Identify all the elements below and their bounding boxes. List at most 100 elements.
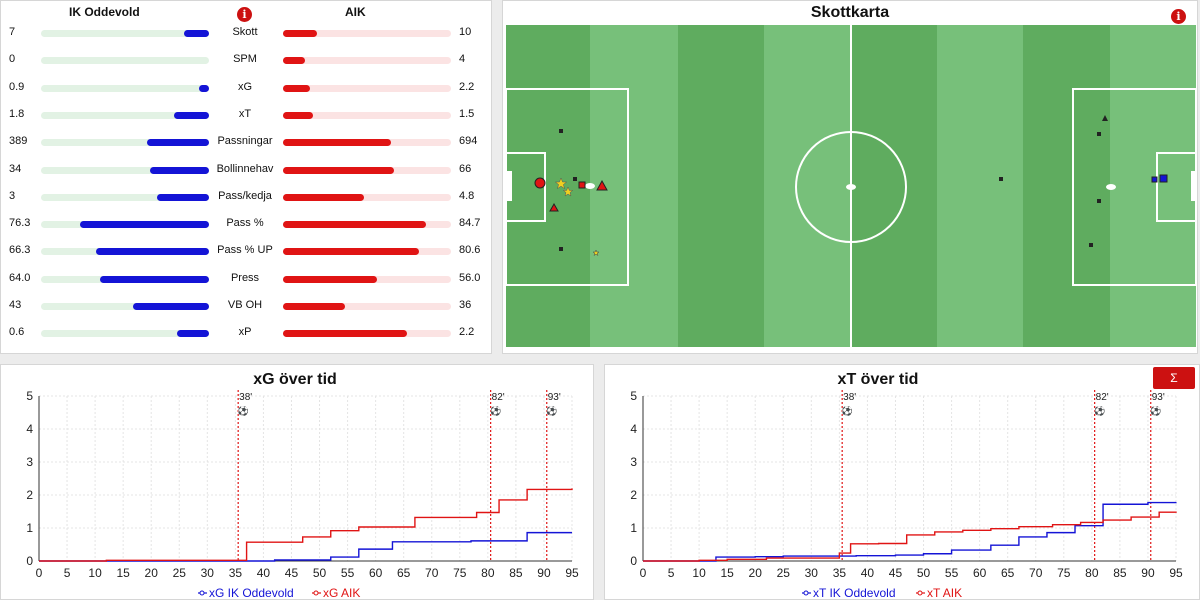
left-goal bbox=[506, 171, 512, 201]
grass-stripe bbox=[1023, 25, 1110, 347]
x-tick-label: 55 bbox=[341, 566, 355, 580]
y-tick-label: 1 bbox=[630, 521, 637, 535]
away-stat-track bbox=[283, 30, 451, 37]
shot-marker bbox=[559, 247, 563, 251]
x-tick-label: 35 bbox=[833, 566, 847, 580]
grid bbox=[642, 395, 1177, 562]
home-stat-bar bbox=[157, 193, 209, 201]
ball-icon: ⚽ bbox=[841, 405, 853, 417]
legend-label-away: xG AIK bbox=[323, 586, 360, 600]
goal-minute-label: 82' bbox=[1096, 392, 1109, 403]
home-stat-bar bbox=[150, 166, 209, 174]
away-stat-track bbox=[283, 221, 451, 229]
shot-map-panel: Skottkarta i bbox=[502, 0, 1198, 354]
away-stat-bar bbox=[283, 84, 310, 92]
x-tick-label: 70 bbox=[425, 566, 439, 580]
y-tick-label: 5 bbox=[630, 389, 637, 403]
shot-marker bbox=[999, 177, 1003, 181]
home-stat-value: 76.3 bbox=[9, 217, 31, 230]
stat-label: Pass % bbox=[226, 217, 264, 230]
star-marker bbox=[554, 177, 568, 190]
x-tick-label: 20 bbox=[145, 566, 159, 580]
center-circle bbox=[795, 131, 907, 243]
stat-label: xG bbox=[237, 80, 253, 93]
goal-minute-label: 93' bbox=[1152, 392, 1165, 403]
aik-shots bbox=[534, 129, 608, 257]
x-tick-label: 15 bbox=[720, 566, 734, 580]
grass-stripe bbox=[937, 25, 1023, 347]
home-stat-bar bbox=[80, 221, 209, 229]
pitch bbox=[505, 25, 1197, 347]
ball-icon: ⚽ bbox=[1149, 405, 1161, 417]
home-stat-bar bbox=[177, 330, 209, 338]
legend-label-away: xT AIK bbox=[927, 586, 962, 600]
x-tick-label: 80 bbox=[481, 566, 495, 580]
shot-marker bbox=[1151, 176, 1158, 183]
away-stat-bar bbox=[283, 166, 394, 174]
home-stat-track bbox=[41, 30, 209, 37]
info-icon[interactable]: i bbox=[1171, 9, 1186, 24]
series-line bbox=[39, 531, 572, 562]
away-stat-bar bbox=[283, 30, 317, 37]
right-goal bbox=[1191, 171, 1197, 201]
home-stat-track bbox=[41, 166, 209, 174]
sum-button[interactable]: Σ bbox=[1153, 367, 1195, 389]
series-line bbox=[643, 511, 1177, 562]
home-stat-bar bbox=[133, 303, 209, 310]
star-marker bbox=[562, 186, 574, 197]
x-tick-label: 55 bbox=[945, 566, 959, 580]
home-stat-value: 1.8 bbox=[9, 107, 25, 120]
home-stat-value: 34 bbox=[9, 162, 22, 175]
grass-stripe bbox=[850, 25, 937, 347]
x-tick-label: 30 bbox=[201, 566, 215, 580]
x-tick-label: 30 bbox=[805, 566, 819, 580]
away-stat-track bbox=[283, 84, 451, 92]
xg-chart-panel: xG över tid xG IK Oddevold xG AIK 0 5 10 15… bbox=[0, 364, 594, 600]
xt-chart: xT över tid xT IK Oddevold xT AIK 0 5 10 15… bbox=[630, 371, 1183, 600]
home-stat-value: 66.3 bbox=[9, 244, 31, 257]
x-tick-label: 45 bbox=[889, 566, 903, 580]
stat-label: SPM bbox=[233, 53, 257, 66]
away-stat-track bbox=[283, 166, 451, 174]
away-stat-bar bbox=[283, 330, 407, 338]
info-icon[interactable]: i bbox=[237, 7, 252, 22]
away-stat-track bbox=[283, 303, 451, 310]
away-stat-bar bbox=[283, 193, 364, 201]
x-tick-label: 50 bbox=[313, 566, 327, 580]
legend-marker-home bbox=[199, 590, 205, 596]
x-tick-label: 35 bbox=[229, 566, 243, 580]
x-tick-label: 60 bbox=[973, 566, 987, 580]
away-stat-bar bbox=[283, 248, 419, 256]
right-penalty-spot bbox=[1106, 184, 1116, 190]
stat-label: Passningar bbox=[217, 135, 273, 148]
ball-icon: ⚽ bbox=[1093, 405, 1105, 417]
stat-row: 0.6 xP 2.2 bbox=[1, 323, 491, 343]
away-stat-track bbox=[283, 330, 451, 338]
x-tick-label: 40 bbox=[861, 566, 875, 580]
x-tick-label: 0 bbox=[640, 566, 647, 580]
grass-stripe bbox=[506, 25, 590, 347]
ball-icon: ⚽ bbox=[237, 405, 249, 417]
stat-row: 1.8 xT 1.5 bbox=[1, 105, 491, 125]
grass-stripe bbox=[678, 25, 764, 347]
x-tick-label: 80 bbox=[1085, 566, 1099, 580]
xt-chart-panel: xT över tid xT IK Oddevold xT AIK 0 5 10 15… bbox=[604, 364, 1200, 600]
left-penalty-spot bbox=[585, 183, 595, 189]
home-stat-track bbox=[41, 193, 209, 201]
home-stat-value: 0.9 bbox=[9, 80, 25, 93]
stat-row: 0 SPM 4 bbox=[1, 50, 491, 70]
home-stat-bar bbox=[184, 30, 209, 37]
ball-icon: ⚽ bbox=[545, 405, 557, 417]
stat-label: xP bbox=[238, 326, 252, 339]
legend-marker-away bbox=[917, 590, 923, 596]
away-stat-value: 80.6 bbox=[459, 244, 481, 257]
y-tick-label: 4 bbox=[26, 422, 33, 436]
triangle-marker bbox=[596, 179, 608, 191]
series-line bbox=[643, 501, 1177, 562]
away-stat-track bbox=[283, 139, 451, 147]
x-tick-label: 40 bbox=[257, 566, 271, 580]
shot-map-title: Skottkarta bbox=[810, 4, 890, 21]
away-stat-value: 4.8 bbox=[459, 189, 475, 202]
y-tick-label: 4 bbox=[630, 422, 637, 436]
home-stat-bar bbox=[100, 275, 209, 283]
